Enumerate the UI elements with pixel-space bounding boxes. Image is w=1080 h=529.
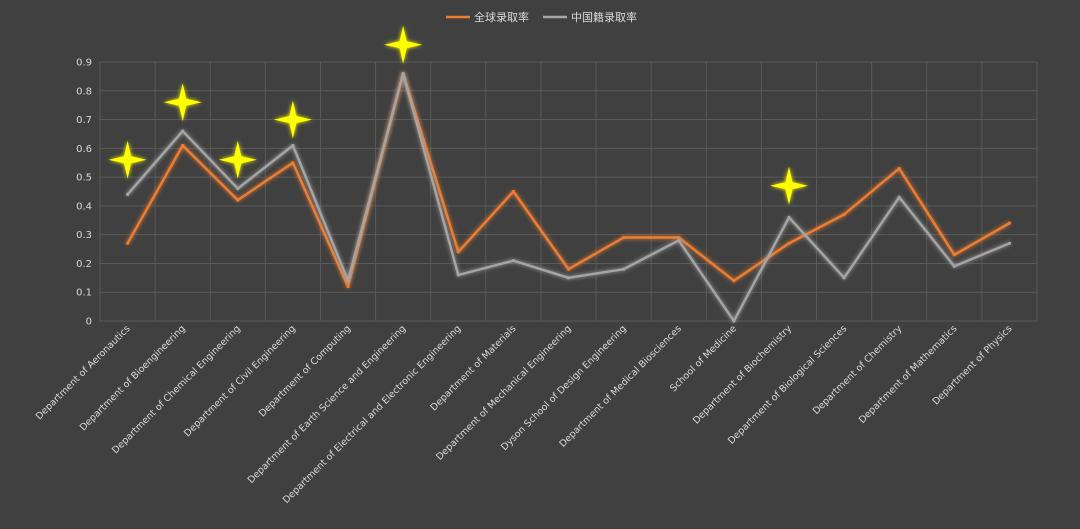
x-category-label: Department of Civil Engineering (182, 323, 298, 439)
y-tick-label: 0.9 (76, 58, 92, 69)
y-tick-label: 0.1 (76, 288, 92, 299)
y-tick-label: 0.3 (76, 230, 92, 241)
x-category-label: Department of Aeronautics (34, 323, 133, 422)
data-point (511, 189, 515, 194)
data-point (787, 215, 791, 219)
y-tick-label: 0 (86, 317, 92, 328)
legend-label: 全球录取率 (474, 10, 529, 24)
data-point (897, 166, 901, 171)
data-point (952, 264, 956, 268)
series-line-china (126, 72, 1011, 323)
x-category-label: Department of Medical Biosciences (557, 323, 683, 449)
data-point (401, 71, 405, 76)
data-point (456, 250, 460, 254)
data-point (1007, 241, 1012, 245)
data-point (787, 241, 791, 245)
star-icon (384, 25, 423, 64)
data-point (346, 279, 350, 283)
y-tick-label: 0.6 (76, 144, 92, 155)
data-point (732, 279, 736, 283)
y-tick-label: 0.5 (76, 173, 92, 184)
data-point (291, 161, 295, 165)
data-point (566, 267, 571, 271)
x-category-label: Dyson School of Design Engineering (499, 323, 629, 453)
data-point (842, 212, 846, 217)
y-tick-label: 0.2 (76, 259, 92, 270)
y-tick-label: 0.8 (76, 86, 92, 97)
data-point (125, 241, 130, 245)
data-point (456, 273, 460, 277)
x-category-label: Department of Chemistry (811, 323, 905, 417)
star-icon (108, 140, 147, 179)
data-point (897, 195, 901, 199)
data-point (732, 319, 736, 323)
series-layer (125, 71, 1012, 323)
data-point (566, 276, 571, 280)
data-point (677, 235, 681, 240)
data-point (125, 192, 130, 196)
x-category-label: Department of Mathematics (857, 323, 959, 425)
grid (99, 61, 1038, 322)
star-icon (218, 140, 257, 179)
y-axis-ticks: 0 0.1 0.2 0.3 0.4 0.5 0.6 0.7 0.8 0.9 (76, 58, 92, 328)
legend-label: 中国籍录取率 (571, 10, 637, 24)
data-point (236, 187, 240, 191)
data-point (511, 258, 515, 263)
data-point (181, 143, 185, 148)
y-tick-label: 0.7 (76, 115, 92, 126)
data-point (622, 235, 626, 240)
data-point (181, 129, 185, 133)
legend: 全球录取率 中国籍录取率 (446, 10, 637, 24)
data-point (677, 238, 681, 243)
y-tick-label: 0.4 (76, 201, 92, 212)
data-point (952, 253, 956, 257)
x-category-label: Department of Biochemistry (691, 323, 794, 426)
data-point (236, 198, 240, 202)
x-category-label: Department of Bioengineering (78, 323, 188, 433)
data-point (842, 276, 846, 280)
x-category-label: Department of Computing (257, 323, 353, 419)
data-point (291, 143, 295, 148)
data-point (1007, 221, 1012, 225)
series-line-global (126, 72, 1011, 288)
star-markers (108, 25, 808, 205)
data-point (346, 284, 350, 289)
star-icon (770, 166, 808, 205)
x-category-label: Department of Biological Sciences (726, 323, 849, 446)
star-icon (163, 83, 202, 122)
data-point (622, 267, 626, 271)
star-icon (273, 100, 312, 139)
